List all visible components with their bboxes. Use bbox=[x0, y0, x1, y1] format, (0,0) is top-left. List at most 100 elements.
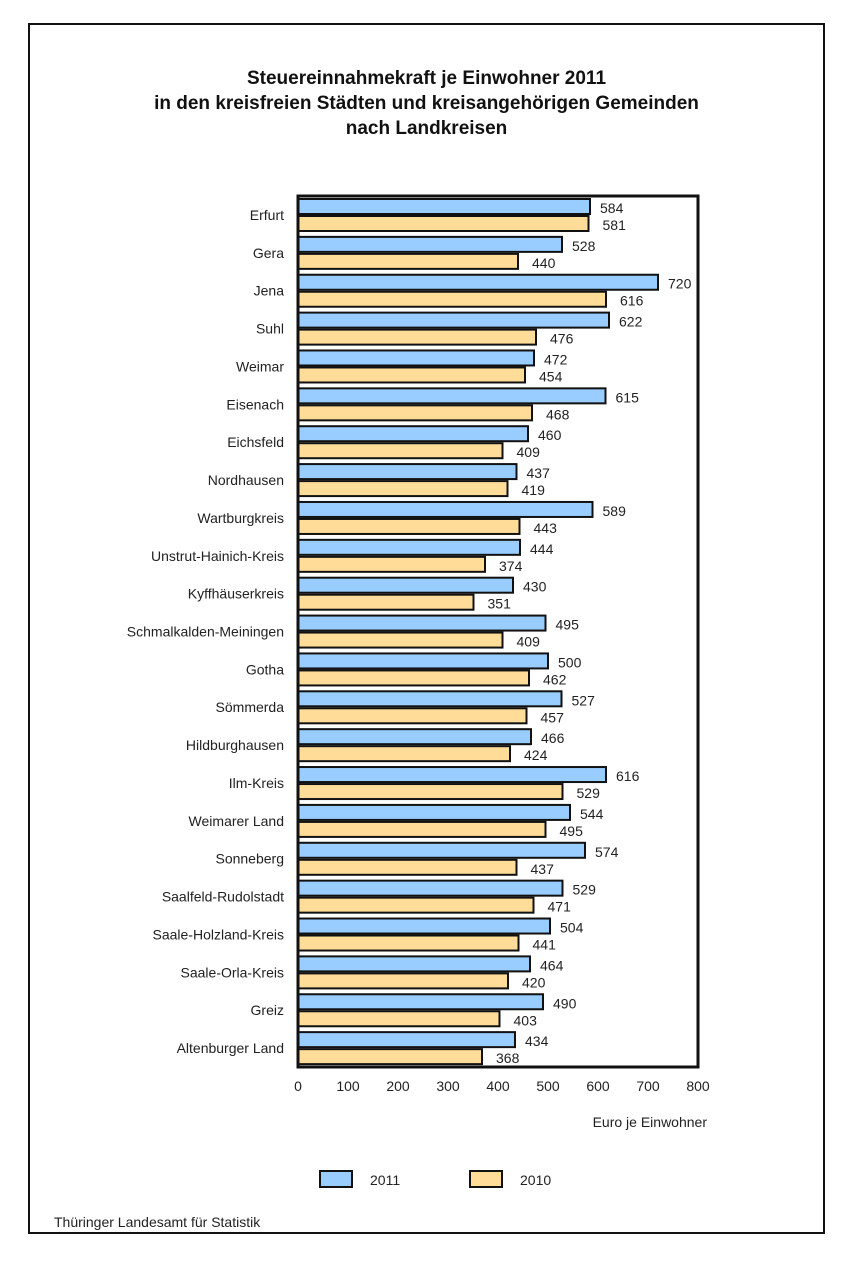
bar-2010 bbox=[297, 328, 537, 346]
bar-2010 bbox=[297, 593, 475, 611]
category-label: Weimar bbox=[236, 358, 284, 374]
bar-2011 bbox=[297, 803, 571, 821]
bar-2010 bbox=[297, 480, 509, 498]
title-line-2: in den kreisfreien Städten und kreisange… bbox=[154, 93, 699, 114]
x-tick-label: 100 bbox=[336, 1078, 360, 1094]
category-label: Sömmerda bbox=[216, 699, 285, 715]
value-label-2010: 457 bbox=[541, 709, 565, 725]
value-label-2010: 454 bbox=[539, 368, 563, 384]
bar-2010 bbox=[297, 631, 504, 649]
value-label-2011: 529 bbox=[573, 882, 597, 898]
bar-2010 bbox=[297, 215, 590, 232]
value-label-2011: 464 bbox=[540, 957, 564, 973]
category-label: Wartburgkreis bbox=[197, 510, 284, 526]
bar-2010 bbox=[297, 858, 518, 876]
bar-2011 bbox=[297, 576, 514, 594]
bar-2011 bbox=[297, 614, 547, 632]
value-label-2010: 368 bbox=[496, 1050, 520, 1066]
category-label: Unstrut-Hainich-Kreis bbox=[151, 548, 284, 564]
bar-2010 bbox=[297, 252, 519, 270]
value-label-2010: 441 bbox=[533, 937, 557, 953]
x-axis-ticks: 0 100 200 300 400 500 600 700 800 bbox=[294, 1078, 710, 1094]
title-line-3: nach Landkreisen bbox=[345, 118, 508, 139]
bar-2010 bbox=[297, 972, 509, 990]
legend-swatch-2011 bbox=[319, 1170, 353, 1188]
bar-2011 bbox=[297, 311, 610, 329]
value-label-2010: 424 bbox=[524, 747, 548, 763]
bar-2011 bbox=[297, 728, 532, 746]
bar-2010 bbox=[297, 896, 535, 914]
category-label: Greiz bbox=[251, 1002, 284, 1018]
value-label-2011: 504 bbox=[560, 920, 584, 936]
category-label: Gera bbox=[253, 245, 284, 261]
bar-2011 bbox=[297, 766, 607, 784]
legend-swatch-2010 bbox=[469, 1170, 503, 1188]
value-label-2010: 420 bbox=[522, 974, 546, 990]
value-label-2011: 615 bbox=[616, 389, 640, 405]
x-tick-label: 0 bbox=[294, 1078, 302, 1094]
value-label-2010: 419 bbox=[522, 482, 546, 498]
value-label-2010: 443 bbox=[534, 520, 558, 536]
category-label: Saale-Orla-Kreis bbox=[181, 964, 284, 980]
bar-2011 bbox=[297, 955, 531, 973]
value-label-2011: 622 bbox=[619, 314, 643, 330]
bar-2010 bbox=[297, 934, 520, 952]
bar-2010 bbox=[297, 517, 521, 535]
value-labels: 5845815284407206166224764724546154684604… bbox=[488, 200, 692, 1066]
category-label: Sonneberg bbox=[215, 851, 284, 867]
bar-2010 bbox=[297, 669, 530, 687]
value-label-2011: 444 bbox=[530, 541, 554, 557]
bar-2011 bbox=[297, 425, 529, 443]
bar-2011 bbox=[297, 690, 563, 708]
category-label: Saale-Holzland-Kreis bbox=[152, 926, 284, 942]
bar-2010 bbox=[297, 290, 607, 308]
category-label: Gotha bbox=[246, 661, 284, 677]
bar-2010 bbox=[297, 1010, 501, 1028]
bar-2011 bbox=[297, 500, 594, 518]
value-label-2011: 527 bbox=[572, 692, 596, 708]
value-label-2011: 616 bbox=[616, 768, 640, 784]
value-label-2010: 616 bbox=[620, 293, 644, 309]
category-label: Hildburghausen bbox=[186, 737, 284, 753]
x-tick-label: 700 bbox=[636, 1078, 660, 1094]
value-label-2011: 574 bbox=[595, 844, 619, 860]
bar-2010 bbox=[297, 783, 564, 801]
bar-2011 bbox=[297, 387, 607, 405]
bar-2011 bbox=[297, 841, 586, 859]
x-tick-label: 400 bbox=[486, 1078, 510, 1094]
value-label-2010: 409 bbox=[517, 634, 541, 650]
value-label-2010: 468 bbox=[546, 406, 570, 422]
x-tick-label: 300 bbox=[436, 1078, 460, 1094]
value-label-2011: 589 bbox=[603, 503, 627, 519]
value-label-2010: 471 bbox=[548, 899, 572, 915]
value-label-2011: 472 bbox=[544, 351, 568, 367]
bar-2010 bbox=[297, 555, 486, 573]
value-label-2010: 462 bbox=[543, 671, 567, 687]
value-label-2011: 430 bbox=[523, 579, 547, 595]
value-label-2011: 490 bbox=[553, 995, 577, 1011]
category-label: Kyffhäuserkreis bbox=[188, 586, 284, 602]
value-label-2010: 351 bbox=[488, 596, 512, 612]
value-label-2010: 529 bbox=[577, 785, 601, 801]
value-label-2011: 544 bbox=[580, 806, 604, 822]
value-label-2011: 500 bbox=[558, 654, 582, 670]
x-tick-label: 600 bbox=[586, 1078, 610, 1094]
bar-2011 bbox=[297, 349, 535, 367]
value-label-2010: 403 bbox=[514, 1012, 538, 1028]
chart-title: Steuereinnahmekraft je Einwohner 2011 in… bbox=[28, 66, 825, 141]
category-label: Jena bbox=[254, 283, 285, 299]
x-tick-label: 200 bbox=[386, 1078, 410, 1094]
value-label-2011: 584 bbox=[600, 200, 624, 216]
value-label-2010: 495 bbox=[560, 823, 584, 839]
x-tick-label: 800 bbox=[686, 1078, 710, 1094]
category-label: Eichsfeld bbox=[227, 434, 284, 450]
bar-2011 bbox=[297, 273, 659, 291]
value-label-2011: 437 bbox=[527, 465, 551, 481]
value-label-2010: 437 bbox=[531, 861, 555, 877]
value-label-2010: 581 bbox=[603, 217, 627, 233]
bar-2011 bbox=[297, 198, 591, 215]
value-label-2010: 409 bbox=[517, 444, 541, 460]
category-label: Eisenach bbox=[226, 396, 284, 412]
value-label-2011: 495 bbox=[556, 617, 580, 633]
value-label-2011: 434 bbox=[525, 1033, 549, 1049]
